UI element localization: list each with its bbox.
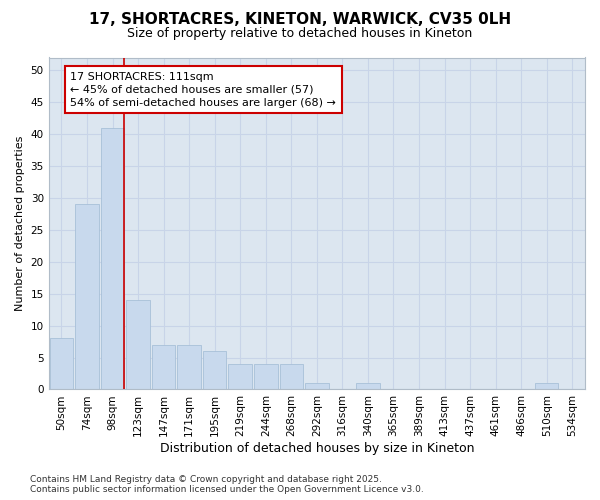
- Bar: [50, 338, 73, 390]
- Bar: [305, 383, 329, 390]
- Bar: [101, 128, 124, 390]
- Bar: [535, 383, 559, 390]
- Text: 17, SHORTACRES, KINETON, WARWICK, CV35 0LH: 17, SHORTACRES, KINETON, WARWICK, CV35 0…: [89, 12, 511, 28]
- Y-axis label: Number of detached properties: Number of detached properties: [15, 136, 25, 311]
- X-axis label: Distribution of detached houses by size in Kineton: Distribution of detached houses by size …: [160, 442, 474, 455]
- Bar: [229, 364, 252, 390]
- Bar: [127, 300, 150, 390]
- Bar: [203, 351, 226, 390]
- Bar: [152, 345, 175, 390]
- Bar: [280, 364, 303, 390]
- Text: Contains HM Land Registry data © Crown copyright and database right 2025.
Contai: Contains HM Land Registry data © Crown c…: [30, 474, 424, 494]
- Bar: [75, 204, 99, 390]
- Bar: [178, 345, 201, 390]
- Bar: [356, 383, 380, 390]
- Bar: [254, 364, 278, 390]
- Text: Size of property relative to detached houses in Kineton: Size of property relative to detached ho…: [127, 28, 473, 40]
- Text: 17 SHORTACRES: 111sqm
← 45% of detached houses are smaller (57)
54% of semi-deta: 17 SHORTACRES: 111sqm ← 45% of detached …: [70, 72, 336, 108]
